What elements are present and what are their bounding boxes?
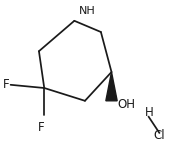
Text: NH: NH [79,6,96,16]
Text: Cl: Cl [153,129,165,142]
Text: F: F [3,77,10,91]
Polygon shape [106,72,117,101]
Text: H: H [145,105,154,119]
Text: F: F [38,121,45,134]
Text: OH: OH [118,97,136,111]
